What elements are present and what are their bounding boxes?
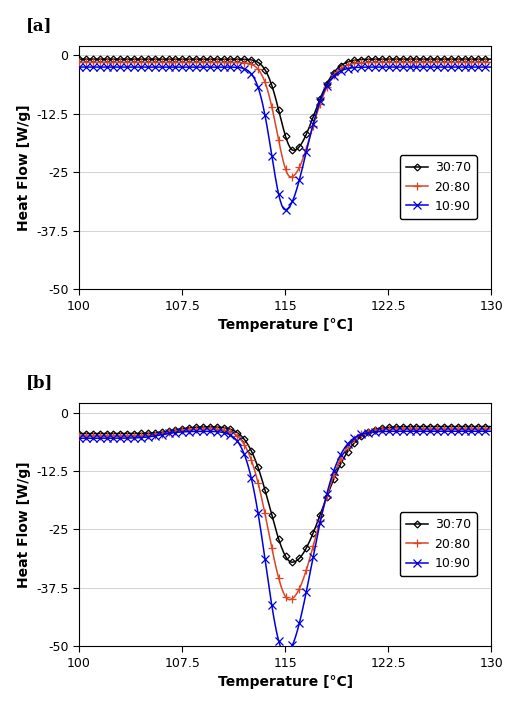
30:70 — [182, 424, 188, 433]
30:70 — [182, 55, 188, 64]
30:70 — [149, 55, 155, 64]
10:90 — [488, 63, 495, 71]
30:70 — [387, 55, 393, 64]
10:90 — [488, 427, 495, 436]
10:90 — [320, 506, 326, 515]
20:80 — [488, 58, 495, 66]
30:70 — [263, 66, 269, 75]
30:70 — [352, 56, 358, 64]
20:80 — [263, 513, 269, 521]
Text: [a]: [a] — [25, 17, 52, 34]
10:90 — [387, 63, 393, 71]
10:90 — [282, 649, 289, 657]
20:80 — [387, 58, 393, 66]
20:80 — [320, 92, 326, 101]
30:70 — [291, 146, 297, 155]
10:90 — [352, 64, 358, 72]
Legend: 30:70, 20:80, 10:90: 30:70, 20:80, 10:90 — [399, 513, 477, 576]
10:90 — [76, 434, 82, 443]
Line: 30:70: 30:70 — [76, 424, 494, 565]
30:70 — [76, 429, 82, 438]
20:80 — [182, 426, 188, 434]
30:70 — [387, 423, 393, 431]
10:90 — [320, 90, 326, 99]
20:80 — [182, 58, 188, 66]
20:80 — [287, 595, 293, 604]
20:80 — [352, 59, 358, 68]
Y-axis label: Heat Flow [W/g]: Heat Flow [W/g] — [17, 104, 31, 231]
10:90 — [263, 114, 269, 123]
Y-axis label: Heat Flow [W/g]: Heat Flow [W/g] — [17, 462, 31, 588]
20:80 — [263, 80, 269, 88]
30:70 — [320, 503, 326, 512]
30:70 — [488, 55, 495, 64]
30:70 — [320, 88, 326, 97]
X-axis label: Temperature [°C]: Temperature [°C] — [218, 676, 353, 689]
Line: 30:70: 30:70 — [76, 56, 494, 152]
Line: 10:90: 10:90 — [75, 63, 496, 214]
20:80 — [149, 431, 155, 439]
20:80 — [76, 431, 82, 440]
10:90 — [282, 205, 289, 214]
20:80 — [352, 434, 358, 443]
10:90 — [352, 433, 358, 442]
20:80 — [149, 58, 155, 66]
Line: 10:90: 10:90 — [75, 427, 496, 657]
30:70 — [76, 55, 82, 64]
30:70 — [352, 438, 358, 446]
30:70 — [263, 488, 269, 496]
X-axis label: Temperature [°C]: Temperature [°C] — [218, 318, 353, 332]
10:90 — [76, 63, 82, 71]
Text: [b]: [b] — [25, 374, 53, 391]
30:70 — [149, 429, 155, 437]
Legend: 30:70, 20:80, 10:90: 30:70, 20:80, 10:90 — [399, 155, 477, 219]
20:80 — [288, 173, 294, 181]
10:90 — [182, 63, 188, 71]
20:80 — [320, 506, 326, 515]
20:80 — [76, 58, 82, 66]
20:80 — [387, 425, 393, 433]
10:90 — [149, 63, 155, 71]
10:90 — [149, 432, 155, 441]
Line: 20:80: 20:80 — [75, 58, 496, 181]
Line: 20:80: 20:80 — [75, 425, 496, 604]
20:80 — [488, 425, 495, 433]
10:90 — [182, 428, 188, 436]
30:70 — [488, 422, 495, 431]
10:90 — [387, 427, 393, 436]
10:90 — [263, 559, 269, 568]
30:70 — [289, 558, 295, 566]
